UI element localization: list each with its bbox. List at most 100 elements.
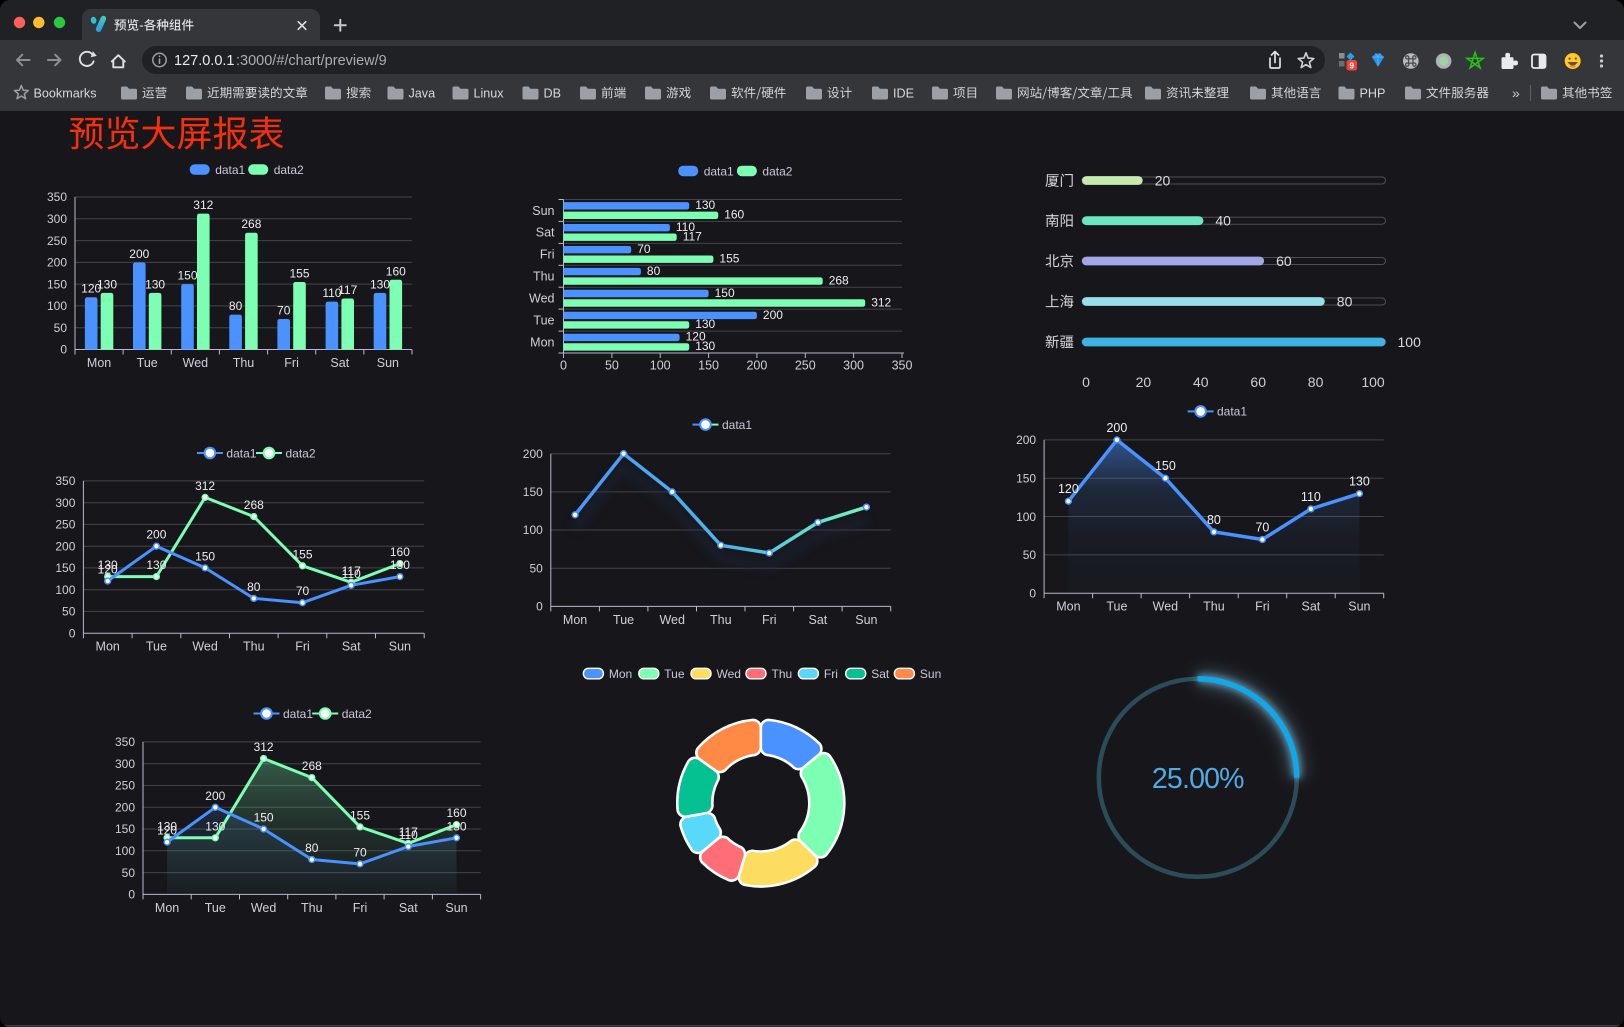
svg-text:DB: DB <box>544 86 562 100</box>
svg-text:200: 200 <box>746 359 767 373</box>
svg-text:0: 0 <box>69 626 76 640</box>
svg-text:data1: data1 <box>1217 405 1247 419</box>
svg-text:20: 20 <box>1136 374 1152 390</box>
svg-text:200: 200 <box>115 801 135 815</box>
svg-text:200: 200 <box>205 789 225 803</box>
svg-text:60: 60 <box>1276 253 1292 269</box>
svg-text:Tue: Tue <box>146 640 167 654</box>
svg-text:100: 100 <box>523 523 543 537</box>
svg-text:Thu: Thu <box>772 667 793 681</box>
svg-text:350: 350 <box>55 474 75 488</box>
svg-text:Mon: Mon <box>1056 600 1080 614</box>
svg-text:Tue: Tue <box>1106 600 1127 614</box>
svg-text:268: 268 <box>302 759 322 773</box>
svg-text:70: 70 <box>1255 521 1269 535</box>
svg-text:Thu: Thu <box>243 640 265 654</box>
svg-text:312: 312 <box>193 198 213 212</box>
svg-text:Tue: Tue <box>533 313 554 327</box>
svg-text:60: 60 <box>1250 374 1266 390</box>
svg-text:Sun: Sun <box>445 901 467 915</box>
svg-text:200: 200 <box>1106 421 1127 435</box>
svg-text:data1: data1 <box>215 163 245 177</box>
svg-text:130: 130 <box>1349 475 1370 489</box>
svg-text:80: 80 <box>647 264 661 278</box>
svg-text:Mon: Mon <box>96 640 120 654</box>
svg-text:Fri: Fri <box>353 901 368 915</box>
svg-text:data2: data2 <box>286 446 316 460</box>
svg-text:Wed: Wed <box>251 901 277 915</box>
svg-text:300: 300 <box>55 496 75 510</box>
svg-text:50: 50 <box>605 359 619 373</box>
svg-text:120: 120 <box>1058 482 1079 496</box>
svg-text:100: 100 <box>115 844 135 858</box>
svg-text:110: 110 <box>342 567 361 581</box>
svg-text:Sun: Sun <box>389 640 411 654</box>
svg-text:117: 117 <box>338 283 357 297</box>
svg-text:Sun: Sun <box>1348 600 1370 614</box>
svg-text:0: 0 <box>1029 586 1036 600</box>
svg-text:268: 268 <box>829 273 849 287</box>
svg-text:110: 110 <box>1301 490 1321 504</box>
svg-text:200: 200 <box>523 447 543 461</box>
svg-text:Wed: Wed <box>1153 600 1179 614</box>
svg-text:70: 70 <box>353 845 367 859</box>
svg-text:Wed: Wed <box>717 667 741 681</box>
svg-text:Sat: Sat <box>399 901 418 915</box>
svg-text:160: 160 <box>390 545 410 559</box>
svg-text:130: 130 <box>145 277 165 291</box>
svg-text:Wed: Wed <box>529 292 555 306</box>
svg-text:70: 70 <box>637 242 651 256</box>
svg-text:data1: data1 <box>722 418 752 432</box>
svg-text:200: 200 <box>763 308 783 322</box>
svg-text:Sun: Sun <box>532 204 554 218</box>
svg-text:9: 9 <box>1349 61 1354 71</box>
svg-text:127.0.0.1: 127.0.0.1 <box>174 53 234 69</box>
svg-text:150: 150 <box>698 359 719 373</box>
svg-text:150: 150 <box>1155 459 1176 473</box>
svg-text:250: 250 <box>55 518 75 532</box>
svg-text:200: 200 <box>1016 433 1036 447</box>
svg-text:70: 70 <box>296 584 310 598</box>
svg-text:130: 130 <box>695 198 715 212</box>
svg-text:200: 200 <box>146 528 166 542</box>
svg-text:300: 300 <box>115 757 135 771</box>
svg-text:50: 50 <box>529 561 543 575</box>
svg-text:80: 80 <box>1337 293 1353 309</box>
svg-text:80: 80 <box>1308 374 1324 390</box>
svg-text:70: 70 <box>277 304 291 318</box>
svg-text:Sun: Sun <box>377 356 399 370</box>
svg-text:150: 150 <box>115 822 135 836</box>
svg-text:150: 150 <box>1016 471 1036 485</box>
svg-text:200: 200 <box>47 256 67 270</box>
svg-text:80: 80 <box>247 580 261 594</box>
svg-text:Bookmarks: Bookmarks <box>34 86 97 100</box>
svg-text:0: 0 <box>60 343 67 357</box>
svg-text:100: 100 <box>55 583 75 597</box>
svg-text:120: 120 <box>686 330 706 344</box>
svg-text:130: 130 <box>390 558 410 572</box>
svg-text:130: 130 <box>446 819 466 833</box>
svg-text:Thu: Thu <box>710 613 732 627</box>
svg-text:Sun: Sun <box>855 613 877 627</box>
svg-text:130: 130 <box>98 558 118 572</box>
svg-text:20: 20 <box>1155 172 1171 188</box>
svg-text:155: 155 <box>289 267 309 281</box>
svg-text:data1: data1 <box>704 164 734 178</box>
svg-text:268: 268 <box>241 217 261 231</box>
svg-text:Mon: Mon <box>155 901 179 915</box>
svg-text:155: 155 <box>719 252 739 266</box>
svg-text:100: 100 <box>1398 334 1422 350</box>
svg-text:»: » <box>1512 85 1520 101</box>
svg-text:25.00%: 25.00% <box>1152 763 1244 795</box>
svg-text:0: 0 <box>1082 374 1090 390</box>
svg-text:312: 312 <box>254 740 274 754</box>
svg-text:50: 50 <box>122 866 136 880</box>
svg-text:160: 160 <box>386 264 406 278</box>
svg-text:150: 150 <box>55 561 75 575</box>
svg-text:data2: data2 <box>342 707 372 721</box>
svg-text:150: 150 <box>177 269 197 283</box>
svg-text:312: 312 <box>871 295 891 309</box>
svg-text:155: 155 <box>292 547 312 561</box>
svg-text:100: 100 <box>1361 374 1385 390</box>
svg-text:300: 300 <box>843 359 864 373</box>
